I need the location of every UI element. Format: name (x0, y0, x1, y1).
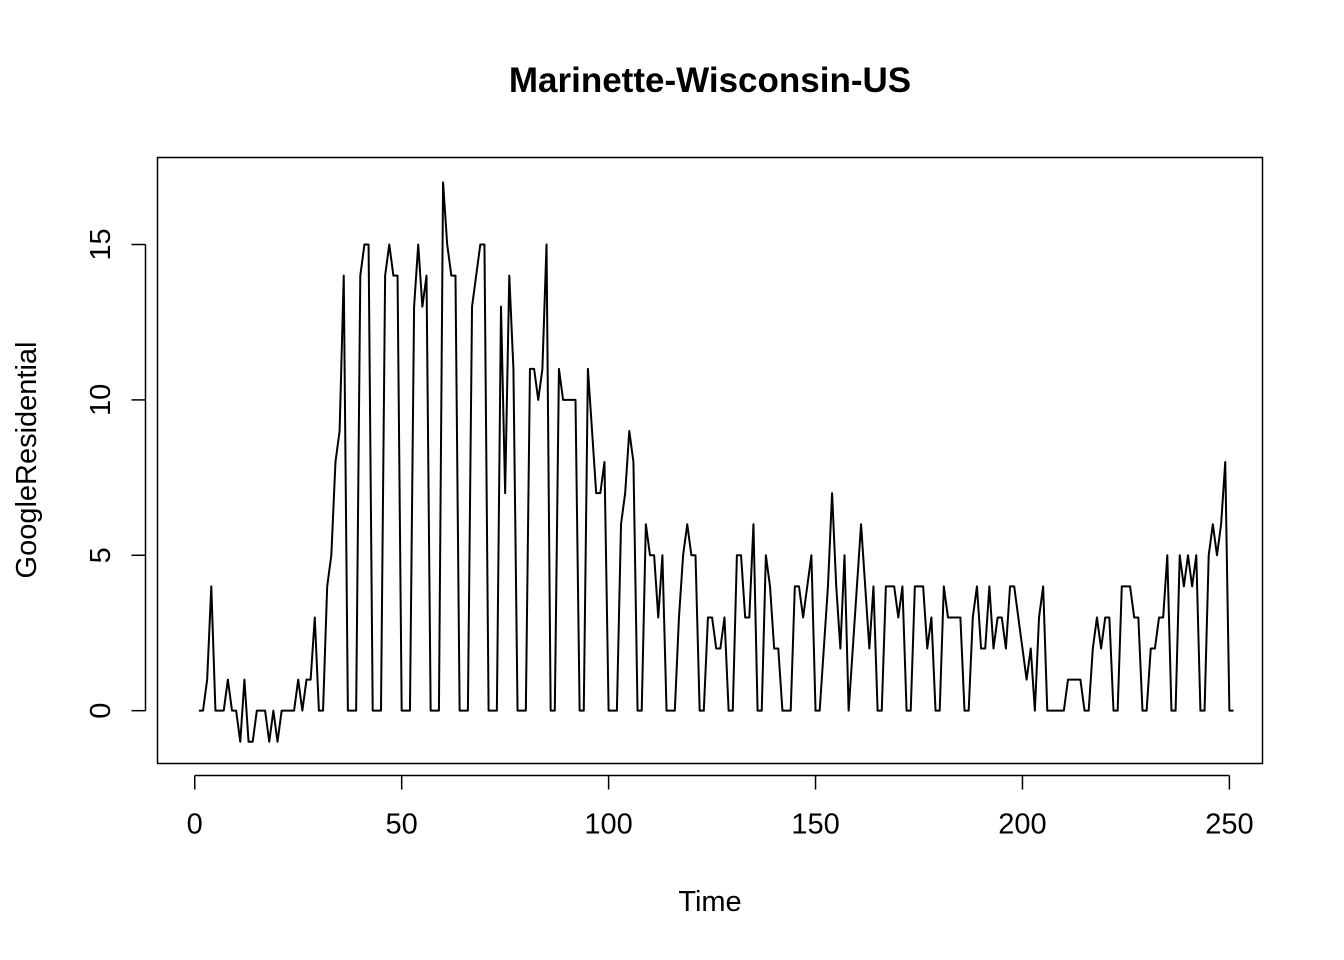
y-tick-label: 5 (85, 547, 117, 563)
x-tick-label: 0 (187, 809, 203, 841)
plot-frame (156, 156, 1264, 765)
x-tick-label: 50 (386, 809, 418, 841)
x-tick-label: 200 (998, 809, 1046, 841)
y-tick-label: 15 (85, 228, 117, 260)
x-axis-label: Time (678, 886, 741, 918)
chart-title: Marinette-Wisconsin-US (509, 61, 911, 100)
series-line (198, 181, 1234, 743)
x-axis: 0 50 100 150 200 250 (187, 774, 1254, 841)
x-tick-label: 150 (791, 809, 839, 841)
y-axis-label: GoogleResidential (11, 342, 43, 579)
y-axis: 0 5 10 15 (85, 228, 147, 719)
x-tick-label: 250 (1205, 809, 1253, 841)
x-tick-label: 100 (584, 809, 632, 841)
y-tick-label: 10 (85, 384, 117, 416)
y-tick-label: 0 (85, 703, 117, 719)
